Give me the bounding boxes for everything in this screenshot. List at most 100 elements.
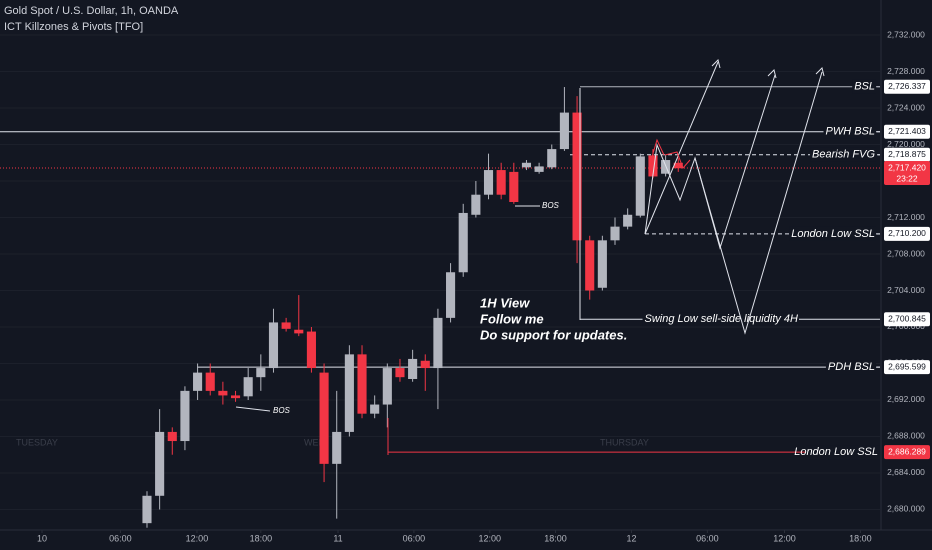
y-tick-label: 2,712.000 [887,212,925,222]
x-tick-label: 06:00 [403,533,426,543]
price-box [884,226,930,241]
level-name: BSL [854,81,875,93]
price-box [884,147,930,162]
x-tick-label: 12 [626,533,636,543]
candle-body [597,240,607,288]
candle-body [155,431,165,496]
y-tick-label: 2,728.000 [887,66,925,76]
candle-body [281,322,291,329]
y-tick-label: 2,688.000 [887,431,925,441]
candle-body [294,329,304,334]
fvg-mark [664,151,691,169]
candle-body [471,194,481,215]
y-tick-label: 2,724.000 [887,102,925,112]
candle-body [496,170,506,195]
candle-body [193,372,203,391]
candle-body [180,390,190,442]
price-box-label: 2,695.599 [888,361,926,371]
candles [142,87,683,528]
countdown-label: 23:22 [896,173,918,183]
levels: BSL PWH BSL Bearish FVG London Low SSL Swing… [0,79,880,460]
note: 1H View [480,295,530,310]
session-label: WED [304,437,325,447]
candle-body [433,317,443,369]
x-tick-label: 18:00 [849,533,872,543]
level-name-bg [825,360,876,375]
x-tick-label: 12:00 [773,533,796,543]
y-tick-label: 2,684.000 [887,467,925,477]
price-box-label: 2,710.200 [888,228,926,238]
note: Do support for updates. [480,327,627,342]
candle-body [218,390,228,396]
candle-body [205,372,215,391]
candle-body [648,155,658,177]
note: Follow me [480,311,544,326]
candle-body [483,170,494,195]
projection-path [694,71,823,335]
candle-body [420,360,430,369]
level-name-bg [789,226,876,241]
grid [0,34,880,533]
projection-arrow [644,61,719,235]
candle-body [559,112,569,150]
level-name-bg [642,312,799,327]
price-box-label: 2,686.289 [888,446,926,456]
candle-body [370,404,380,414]
candle-body [230,395,241,399]
y-tick-label: 2,708.000 [887,248,925,258]
price-box [884,312,930,327]
candle-body [635,156,645,216]
level-name: PWH BSL [825,126,875,138]
candle-body [319,372,329,464]
level-name: London Low SSL [794,446,878,458]
last-price-box [884,161,930,186]
last-price-label: 2,717.420 [888,162,926,172]
session-label: THURSDAY [600,437,649,447]
candle-body [446,272,456,318]
price-box [884,79,930,94]
candle-body [395,368,405,378]
candle-body [382,368,392,405]
y-tick-label: 2,720.000 [887,139,925,149]
candle-body [332,431,342,464]
level-name-bg [810,147,876,162]
candle-body [673,162,683,169]
price-box [884,445,930,460]
y-tick-label: 2,732.000 [887,29,925,39]
price-labels: 2,680.000 2,684.000 2,688.000 2,692.000 2,69… [884,29,930,514]
fvg-mark [650,138,665,161]
candle-body [243,377,253,397]
bos-label: BOS [273,406,291,415]
level-name-bg [823,124,876,139]
price-box [884,124,930,139]
candle-body [509,171,519,203]
candle-body [610,226,620,241]
x-tick-label: 18:00 [544,533,567,543]
level-name: London Low SSL [791,228,875,240]
candle-body [142,495,152,524]
chart-title: Gold Spot / U.S. Dollar, 1h, OANDA [4,5,179,17]
y-tick-label: 2,704.000 [887,285,925,295]
indicator-name: ICT Killzones & Pivots [TFO] [4,21,143,33]
y-tick-label: 2,680.000 [887,504,925,514]
candle-body [547,149,557,168]
candle-body [344,354,354,432]
price-box-label: 2,721.403 [888,126,926,136]
candle-body [268,322,279,369]
arrow-head [815,67,825,77]
x-tick-label: 06:00 [696,533,719,543]
x-tick-label: 12:00 [479,533,502,543]
price-box-label: 2,718.875 [888,149,926,159]
price-box-label: 2,726.337 [888,81,926,91]
bos-line [235,406,271,412]
candle-body [623,214,633,227]
candle-body [256,368,266,378]
candle-body [458,212,468,273]
candle-body [521,162,532,168]
level-name: Swing Low sell-side liquidity 4H [645,313,799,325]
x-tick-label: 11 [333,533,342,543]
candle-body [357,354,367,414]
session-label: TUESDAY [16,437,58,447]
